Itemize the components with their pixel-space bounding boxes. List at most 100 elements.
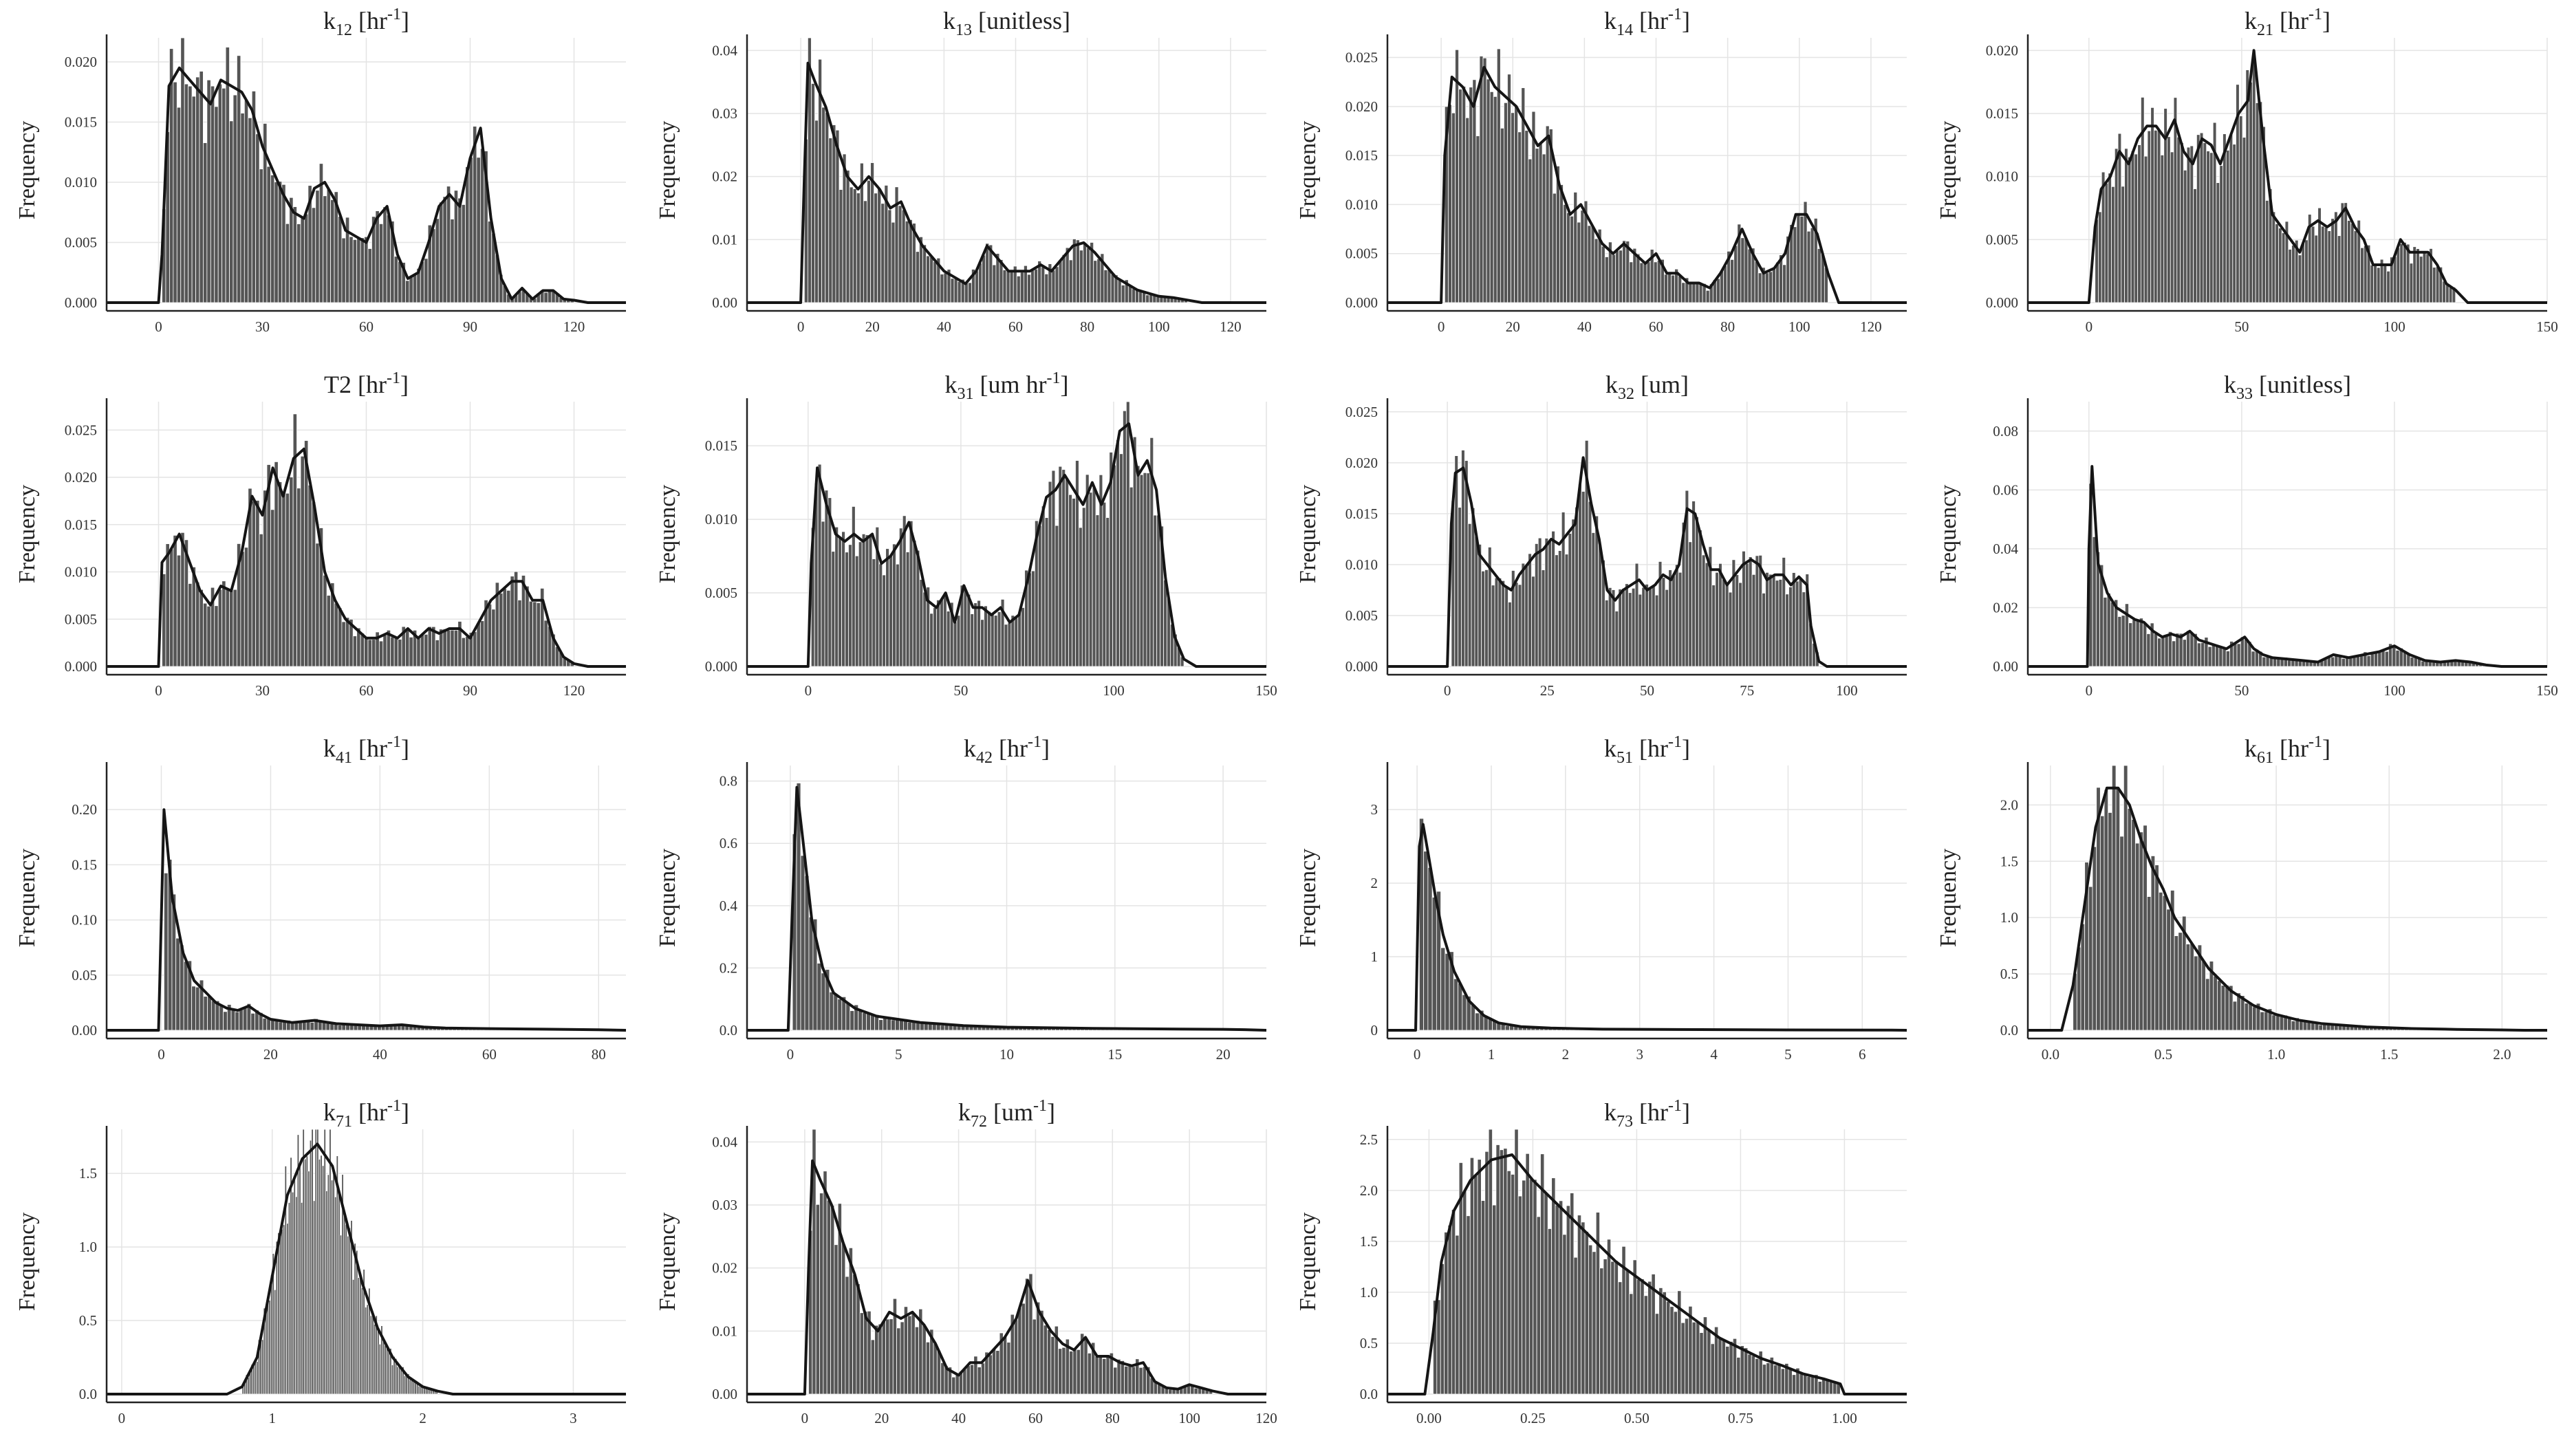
histogram-bar <box>195 582 200 667</box>
histogram-bar <box>386 215 391 303</box>
histogram-bar <box>1482 57 1487 303</box>
histogram-bar <box>2331 656 2335 667</box>
histogram-bar <box>1627 592 1632 667</box>
histogram-bar <box>1103 270 1108 303</box>
histogram-bar <box>1681 282 1686 303</box>
y-tick-label: 0.0 <box>79 1386 97 1402</box>
title-subscript: 72 <box>971 1113 987 1131</box>
histogram-bar <box>2425 253 2430 303</box>
histogram-bar <box>1087 1352 1092 1395</box>
histogram-bar <box>2232 1001 2238 1031</box>
y-axis-label: Frequency <box>14 485 40 584</box>
histogram-bar <box>304 213 309 303</box>
histogram-bar <box>892 543 896 667</box>
histogram-bar <box>1072 498 1076 667</box>
histogram-bar <box>1003 1336 1008 1395</box>
histogram-bar <box>914 1326 920 1395</box>
histogram-bar <box>242 1006 248 1031</box>
histogram-bar <box>536 602 541 667</box>
histogram-bar <box>1728 591 1733 667</box>
y-tick-label: 0.005 <box>1986 231 2018 248</box>
histogram-bar <box>2373 264 2377 303</box>
histogram-bar <box>2233 643 2238 667</box>
histogram-bar <box>1471 507 1475 667</box>
histogram-bar <box>1475 135 1480 303</box>
histogram-bar <box>2134 153 2139 303</box>
x-tick-label: 60 <box>482 1046 497 1063</box>
histogram-bar <box>290 1023 295 1031</box>
title-subscript: 21 <box>2257 21 2273 39</box>
histogram-bar <box>1002 270 1007 303</box>
histogram-bar <box>1021 1303 1026 1395</box>
histogram-bar <box>1055 525 1059 667</box>
histogram-bar <box>229 120 234 303</box>
histogram-bar <box>2271 1014 2276 1031</box>
histogram-bar <box>907 1315 912 1395</box>
x-tick-label: 30 <box>255 318 270 335</box>
histogram-bar <box>1695 283 1700 303</box>
histogram-bar <box>1601 246 1605 303</box>
histogram-bar <box>1440 947 1446 1031</box>
y-tick-label: 0.01 <box>712 1323 737 1339</box>
y-tick-label: 0.005 <box>705 585 737 601</box>
histogram-bar <box>453 190 459 303</box>
histogram-bar <box>1528 1178 1534 1395</box>
histogram-bar <box>446 629 451 667</box>
histogram-bar <box>2262 656 2267 667</box>
y-tick-label: 0.02 <box>712 169 737 185</box>
histogram-bar <box>1696 1321 1700 1395</box>
histogram-bar <box>420 633 425 667</box>
y-tick-label: 0.00 <box>72 1022 97 1039</box>
histogram-bar <box>1773 1365 1778 1395</box>
histogram-bar <box>543 292 548 303</box>
histogram-bar <box>1621 588 1625 667</box>
histogram-bar <box>911 1021 916 1031</box>
histogram-bar <box>1521 563 1526 667</box>
histogram-bar <box>849 186 854 303</box>
histogram-bar <box>1494 577 1499 667</box>
y-tick-label: 0.02 <box>712 1260 737 1276</box>
histogram-bar <box>1132 436 1137 667</box>
histogram-bar <box>1479 56 1484 303</box>
histogram-bar <box>872 558 876 667</box>
histogram-bar <box>1514 1129 1519 1395</box>
histogram-bar <box>2119 836 2124 1031</box>
histogram-bar <box>2111 186 2115 303</box>
histogram-bar <box>232 589 237 667</box>
histogram-bar <box>274 182 279 303</box>
title-superscript: -1 <box>387 733 401 751</box>
histogram-bar <box>1545 125 1550 303</box>
histogram-bar <box>164 872 169 1031</box>
histogram-bar <box>1573 1257 1578 1395</box>
histogram-bar <box>1647 1281 1652 1395</box>
histogram-bar <box>1531 576 1535 667</box>
histogram-bar <box>1068 259 1073 303</box>
histogram-bar <box>1747 248 1752 303</box>
histogram-bar <box>2189 633 2194 667</box>
histogram-bar <box>1036 1301 1041 1395</box>
x-tick-label: 0 <box>155 682 162 699</box>
histogram-bar <box>1680 1322 1685 1395</box>
x-tick-label: 1.5 <box>2380 1046 2398 1063</box>
histogram-bar <box>823 1171 828 1395</box>
histogram-bar <box>1116 1359 1121 1395</box>
histogram-bar <box>210 1000 216 1031</box>
histogram-bar <box>1447 104 1452 303</box>
histogram-bar <box>940 1362 945 1395</box>
title-end: ] <box>1041 735 1050 762</box>
histogram-bar <box>1121 285 1125 303</box>
chart-svg: 0 1 2 3 4 5 6 0 1 2 3 Frequency k51 [hr-1] <box>1295 733 1907 1063</box>
histogram-bar <box>2344 202 2348 303</box>
histogram-bar <box>1775 580 1780 667</box>
histogram-bar <box>1606 1239 1612 1395</box>
histogram-bar <box>2206 151 2210 303</box>
histogram-bar <box>1504 1025 1510 1031</box>
y-tick-label: 0.000 <box>705 658 737 675</box>
chart-title: k21 [hr-1] <box>2245 6 2331 39</box>
histogram-bar <box>1156 296 1160 303</box>
histogram-bar <box>230 1010 236 1031</box>
chart-panel-k61: 0.0 0.5 1.0 1.5 2.0 0.0 0.5 1.0 1.5 2.0 Frequency k… <box>1921 728 2562 1091</box>
histogram-bar <box>364 236 369 303</box>
histogram-bar <box>285 223 290 303</box>
histogram-bar <box>2175 633 2180 667</box>
